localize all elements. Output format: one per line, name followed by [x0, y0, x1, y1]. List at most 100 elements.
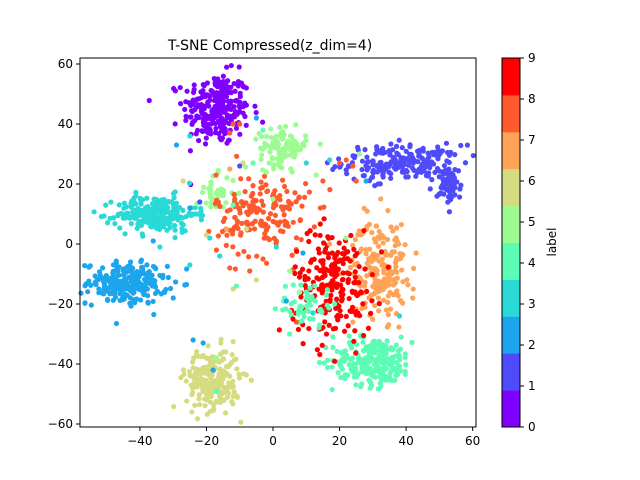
scatter-point [233, 125, 240, 131]
scatter-point [171, 202, 177, 208]
scatter-point [278, 228, 284, 234]
scatter-point [204, 364, 210, 370]
scatter-point [398, 255, 404, 261]
scatter-point [405, 174, 411, 180]
scatter-point [212, 120, 219, 127]
scatter-point [343, 235, 349, 241]
scatter-point [154, 208, 160, 214]
colorbar-segment [502, 279, 520, 317]
scatter-point [263, 260, 270, 266]
scatter-point [446, 166, 452, 172]
scatter-point [223, 226, 230, 232]
scatter-point [232, 214, 238, 221]
scatter-point [236, 375, 243, 381]
y-tick-label: 40 [58, 117, 73, 131]
scatter-point [101, 287, 107, 293]
scatter-point [224, 394, 230, 400]
scatter-point [373, 151, 379, 157]
colorbar-label: label [545, 227, 559, 256]
scatter-point [363, 246, 369, 253]
scatter-point [203, 200, 209, 206]
scatter-point [203, 232, 210, 238]
scatter-point [251, 226, 258, 232]
scatter-point [216, 130, 222, 137]
scatter-point [124, 292, 130, 298]
scatter-point [350, 242, 356, 249]
scatter-point [287, 331, 293, 337]
scatter-point [130, 297, 136, 303]
scatter-point [178, 374, 184, 381]
scatter-point [243, 226, 249, 232]
scatter-point [370, 283, 376, 290]
scatter-point [150, 238, 156, 244]
scatter-point [376, 338, 382, 344]
scatter-point [381, 270, 387, 276]
scatter-point [332, 325, 339, 331]
scatter-point [405, 162, 411, 168]
scatter-point [301, 314, 307, 320]
scatter-point [262, 140, 268, 147]
scatter-point [180, 178, 186, 184]
scatter-point [171, 404, 177, 410]
scatter-point [376, 308, 382, 314]
scatter-point [190, 89, 197, 95]
scatter-point [224, 175, 230, 181]
scatter-point [209, 195, 215, 202]
scatter-point [217, 109, 223, 115]
scatter-point [413, 250, 419, 256]
scatter-point [403, 362, 409, 368]
scatter-point [399, 267, 405, 273]
scatter-point [230, 401, 236, 407]
scatter-point [381, 276, 388, 282]
scatter-point [199, 354, 205, 360]
scatter-point [242, 189, 248, 195]
scatter-point [217, 123, 224, 130]
scatter-point [365, 355, 371, 361]
scatter-point [425, 156, 431, 162]
scatter-point [314, 347, 320, 353]
scatter-point [246, 176, 252, 182]
scatter-point [332, 255, 338, 261]
scatter-point [309, 257, 315, 263]
scatter-point [359, 166, 365, 173]
colorbar-segment [502, 58, 520, 96]
scatter-point [323, 331, 330, 337]
scatter-point [217, 203, 223, 209]
scatter-point [258, 156, 264, 163]
scatter-point [380, 172, 386, 178]
scatter-point [302, 194, 308, 200]
scatter-point [264, 188, 271, 194]
scatter-point [196, 376, 202, 382]
scatter-point [302, 277, 308, 283]
scatter-point [303, 137, 309, 143]
scatter-point [359, 305, 365, 312]
scatter-point [120, 294, 126, 300]
scatter-point [329, 386, 335, 393]
scatter-point [233, 356, 239, 362]
scatter-point [82, 300, 88, 306]
scatter-point [306, 268, 312, 274]
colorbar-tick-label: 8 [528, 92, 536, 106]
scatter-point [156, 226, 163, 232]
scatter-point [258, 179, 264, 185]
scatter-point [208, 131, 214, 137]
scatter-point [254, 253, 260, 259]
scatter-point [261, 173, 268, 179]
scatter-point [363, 178, 369, 184]
scatter-point [430, 151, 436, 157]
scatter-point [229, 382, 235, 388]
scatter-point [299, 203, 305, 209]
scatter-point [374, 169, 381, 175]
scatter-point [224, 232, 230, 238]
scatter-point [370, 369, 377, 376]
scatter-point [108, 199, 114, 205]
scatter-point [150, 205, 156, 211]
scatter-point [228, 62, 234, 69]
scatter-point [315, 246, 322, 252]
scatter-point [402, 242, 408, 248]
scatter-point [182, 106, 188, 113]
scatter-point [219, 192, 226, 198]
scatter-point [113, 280, 120, 286]
scatter-point [308, 296, 314, 302]
scatter-point [350, 163, 356, 169]
